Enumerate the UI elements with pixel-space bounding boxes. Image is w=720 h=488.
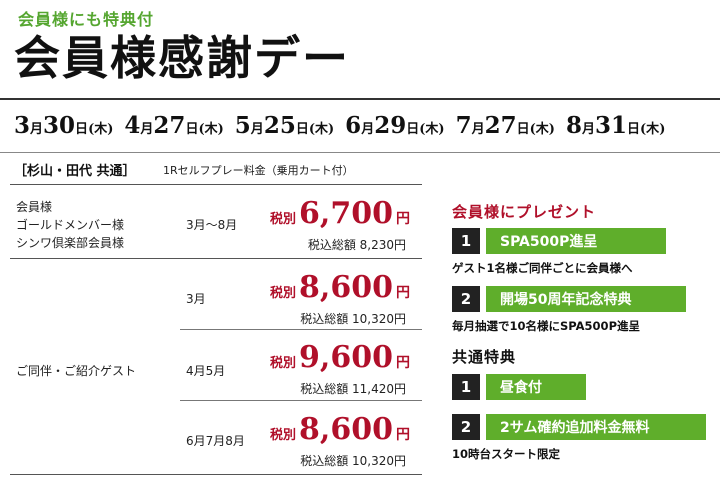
guest-label: ご同伴・ご紹介ゲスト: [16, 364, 137, 378]
item-label: 2サム確約追加料金無料: [486, 414, 706, 440]
event-date: 4 月 27 日(木): [124, 112, 224, 139]
member-type: ゴールドメンバー様: [16, 218, 125, 232]
guest-tax-total: 税込総額 10,320円: [300, 454, 406, 468]
present-item: 1 SPA500P進呈: [452, 228, 666, 254]
present-title: 会員様にプレゼント: [452, 203, 597, 221]
guest-tax-total: 税込総額 10,320円: [300, 312, 406, 326]
event-date: 3 月 30 日(木): [14, 112, 114, 139]
item-note: 毎月抽選で10名様にSPA500P進呈: [452, 319, 640, 333]
header-subtitle: 会員様にも特典付: [18, 10, 155, 29]
guest-period: 3月: [186, 292, 206, 306]
item-number: 1: [452, 374, 480, 400]
common-benefits-title: 共通特典: [452, 348, 517, 366]
event-date: 8 月 31 日(木): [565, 112, 666, 139]
event-dates: 3 月 30 日(木) 4 月 27 日(木) 5 月 25 日(木) 6 月 29 日(木) 7 月 27…: [14, 112, 714, 139]
guest-period: 6月7月8月: [186, 434, 245, 448]
row-divider: [10, 258, 422, 259]
item-label: 昼食付: [486, 374, 586, 400]
page-title: 会員様感謝デー: [14, 31, 350, 85]
present-item: 2 開場50周年記念特典: [452, 286, 686, 312]
item-label: 開場50周年記念特典: [486, 286, 686, 312]
guest-price: 税別 9,600 円: [270, 340, 410, 375]
member-price: 税別 6,700 円: [270, 196, 410, 231]
course-divider: [10, 184, 422, 185]
item-number: 1: [452, 228, 480, 254]
guest-tax-total: 税込総額 11,420円: [300, 382, 406, 396]
event-date: 7 月 27 日(木): [455, 112, 555, 139]
item-note: 10時台スタート限定: [452, 447, 561, 461]
guest-price: 税別 8,600 円: [270, 270, 410, 305]
event-date: 6 月 29 日(木): [345, 112, 445, 139]
guest-period: 4月5月: [186, 364, 226, 378]
course-label: ［杉山・田代 共通］: [14, 164, 136, 179]
member-period: 3月～8月: [186, 218, 238, 232]
row-divider: [180, 329, 422, 330]
dates-divider: [0, 152, 720, 153]
row-divider: [180, 400, 422, 401]
common-item: 1 昼食付: [452, 374, 586, 400]
member-type: シンワ倶楽部会員様: [16, 236, 125, 250]
course-description: 1Rセルフプレー料金（乗用カート付）: [163, 164, 354, 177]
event-date: 5 月 25 日(木): [234, 112, 335, 139]
item-note: ゲスト1名様ご同伴ごとに会員様へ: [452, 261, 633, 275]
table-bottom-divider: [10, 474, 422, 475]
member-tax-total: 税込総額 8,230円: [307, 238, 406, 252]
item-number: 2: [452, 414, 480, 440]
common-item: 2 2サム確約追加料金無料: [452, 414, 706, 440]
header-divider: [0, 98, 720, 100]
item-number: 2: [452, 286, 480, 312]
guest-price: 税別 8,600 円: [270, 412, 410, 447]
item-label: SPA500P進呈: [486, 228, 666, 254]
member-type: 会員様: [16, 200, 53, 214]
